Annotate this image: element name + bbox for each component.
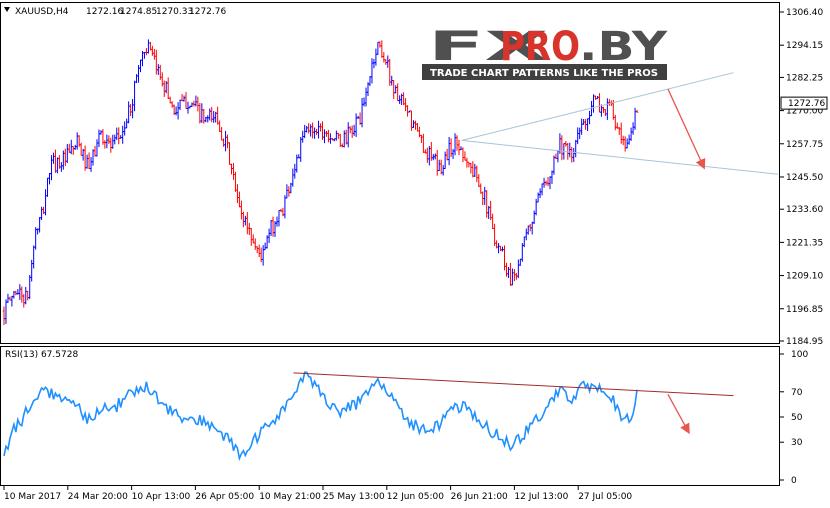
- rsi-panel: [0, 346, 780, 486]
- header: XAUUSD,H4 1272.16 1274.85 1270.33 1272.7…: [4, 7, 226, 17]
- price-tick-label: 1209.10: [786, 272, 823, 282]
- time-tick-label: 12 Jun 05:00: [387, 492, 444, 502]
- rsi-tick-label: 100: [791, 350, 808, 360]
- rsi-tick-label: 0: [791, 476, 797, 486]
- price-panel: [0, 2, 780, 344]
- price-tick-label: 1257.75: [786, 140, 823, 150]
- price-bar: [635, 109, 639, 113]
- close-value: 1272.76: [189, 7, 226, 17]
- time-tick-label: 26 Apr 05:00: [195, 492, 254, 502]
- price-tick-label: 1306.40: [786, 8, 823, 18]
- price-tick-label: 1233.60: [786, 205, 823, 215]
- current-price-label: 1272.76: [788, 99, 825, 109]
- rsi-tick-label: 50: [791, 413, 803, 423]
- high-value: 1274.85: [120, 7, 157, 17]
- price-arrow: [667, 88, 706, 170]
- time-tick-label: 10 Apr 13:00: [132, 492, 191, 502]
- svg-text:TRADE CHART PATTERNS LIKE THE: TRADE CHART PATTERNS LIKE THE PROS: [430, 68, 658, 79]
- price-trendline: [461, 72, 734, 141]
- rsi-series: [3, 371, 638, 462]
- rsi-line: [3, 371, 638, 462]
- price-tick-label: 1282.25: [786, 73, 823, 83]
- time-tick-label: 26 Jun 21:00: [451, 492, 508, 502]
- time-tick-label: 12 Jul 13:00: [514, 492, 568, 502]
- rsi-tick-label: 70: [791, 388, 803, 398]
- price-tick-label: 1184.95: [786, 337, 823, 347]
- svg-text:FX: FX: [428, 24, 548, 70]
- price-trendline: [461, 139, 779, 175]
- current-price-box: [780, 96, 828, 110]
- time-tick-label: 27 Jul 05:00: [578, 492, 632, 502]
- rsi-tick-label: 30: [791, 438, 803, 448]
- low-value: 1270.33: [156, 7, 193, 17]
- time-tick-label: 10 Mar 2017: [4, 492, 61, 502]
- price-series: 1272.76: [2, 39, 828, 326]
- rsi-title: RSI(13) 67.5728: [5, 350, 78, 360]
- time-axis: 10 Mar 2017 24 Mar 20:00 10 Apr 13:00 26 Ap…: [3, 486, 632, 502]
- price-tick-label: 1294.15: [786, 41, 823, 51]
- svg-text:PRO: PRO: [500, 24, 580, 70]
- price-tick-label: 1270.00: [786, 107, 823, 117]
- price-tick-label: 1196.85: [786, 305, 823, 315]
- time-tick-label: 25 May 13:00: [323, 492, 385, 502]
- time-tick-label: 24 Mar 20:00: [68, 492, 128, 502]
- price-tick-label: 1245.50: [786, 173, 823, 183]
- svg-text:.BY: .BY: [579, 24, 668, 70]
- symbol-timeframe: XAUUSD,H4: [15, 7, 69, 17]
- time-tick-label: 10 May 21:00: [259, 492, 321, 502]
- price-tick-label: 1221.35: [786, 238, 823, 248]
- open-value: 1272.16: [86, 7, 123, 17]
- rsi-trendline: [293, 372, 734, 397]
- rsi-arrow: [667, 394, 690, 435]
- fxpro-watermark-logo: FX PRO .BY TRADE CHART PATTERNS LIKE THE…: [420, 21, 668, 80]
